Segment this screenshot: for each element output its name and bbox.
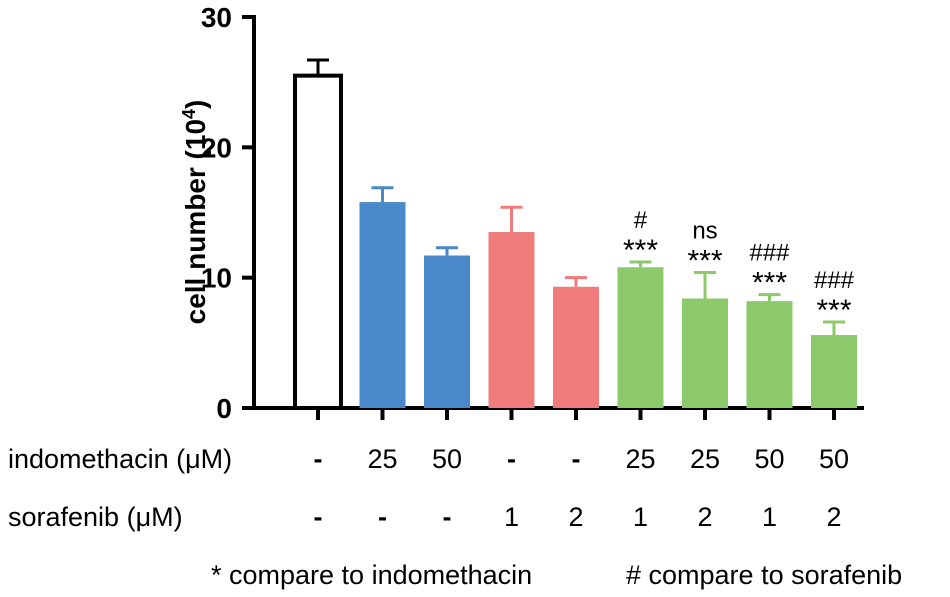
sorafenib-row-label: sorafenib (μM) bbox=[8, 502, 183, 532]
sorafenib-value-5: 1 bbox=[632, 502, 649, 532]
bar-7 bbox=[746, 301, 793, 408]
significance-label-5-0: # bbox=[634, 207, 648, 234]
y-tick-label-3: 30 bbox=[201, 2, 232, 33]
significance-label-6-1: *** bbox=[687, 244, 722, 277]
y-tick-label-1: 10 bbox=[201, 263, 232, 294]
indomethacin-value-3: - bbox=[507, 444, 516, 474]
significance-label-8-0: ### bbox=[814, 267, 855, 294]
y-tick-label-2: 20 bbox=[201, 132, 232, 163]
sorafenib-value-3: 1 bbox=[503, 502, 520, 532]
indomethacin-value-8: 50 bbox=[818, 444, 850, 474]
bar-4 bbox=[553, 286, 599, 408]
bar-8 bbox=[811, 335, 857, 408]
bar-3 bbox=[488, 232, 535, 408]
indomethacin-value-0: - bbox=[313, 444, 323, 474]
sorafenib-value-1: - bbox=[378, 502, 387, 532]
indomethacin-value-5: 25 bbox=[625, 444, 656, 474]
significance-label-7-1: *** bbox=[752, 267, 787, 300]
footnote-indomethacin: * compare to indomethacin bbox=[211, 560, 533, 590]
indomethacin-value-2: 50 bbox=[431, 444, 463, 474]
significance-label-7-0: ### bbox=[749, 240, 790, 267]
significance-label-6-0: ns bbox=[692, 217, 717, 244]
sorafenib-value-8: 2 bbox=[826, 502, 842, 532]
indomethacin-value-1: 25 bbox=[367, 444, 398, 474]
bar-2 bbox=[424, 255, 470, 408]
bar-0 bbox=[293, 73, 343, 411]
sorafenib-value-6: 2 bbox=[697, 502, 713, 532]
bar-1 bbox=[359, 202, 406, 408]
y-tick-label-0: 0 bbox=[216, 393, 232, 424]
indomethacin-row-label: indomethacin (μM) bbox=[8, 444, 233, 474]
footnote-sorafenib: # compare to sorafenib bbox=[626, 560, 903, 590]
indomethacin-value-7: 50 bbox=[754, 444, 785, 474]
sorafenib-value-0: - bbox=[313, 502, 323, 532]
sorafenib-value-2: - bbox=[442, 502, 452, 532]
bar-6 bbox=[682, 298, 728, 408]
significance-label-8-1: *** bbox=[816, 294, 851, 327]
sorafenib-value-4: 2 bbox=[568, 502, 584, 532]
bar-5 bbox=[617, 267, 664, 408]
sorafenib-value-7: 1 bbox=[761, 502, 778, 532]
indomethacin-value-6: 25 bbox=[689, 444, 721, 474]
significance-label-5-1: *** bbox=[623, 234, 658, 267]
indomethacin-value-4: - bbox=[571, 444, 581, 474]
y-axis-title: cell number (104) bbox=[179, 100, 211, 325]
